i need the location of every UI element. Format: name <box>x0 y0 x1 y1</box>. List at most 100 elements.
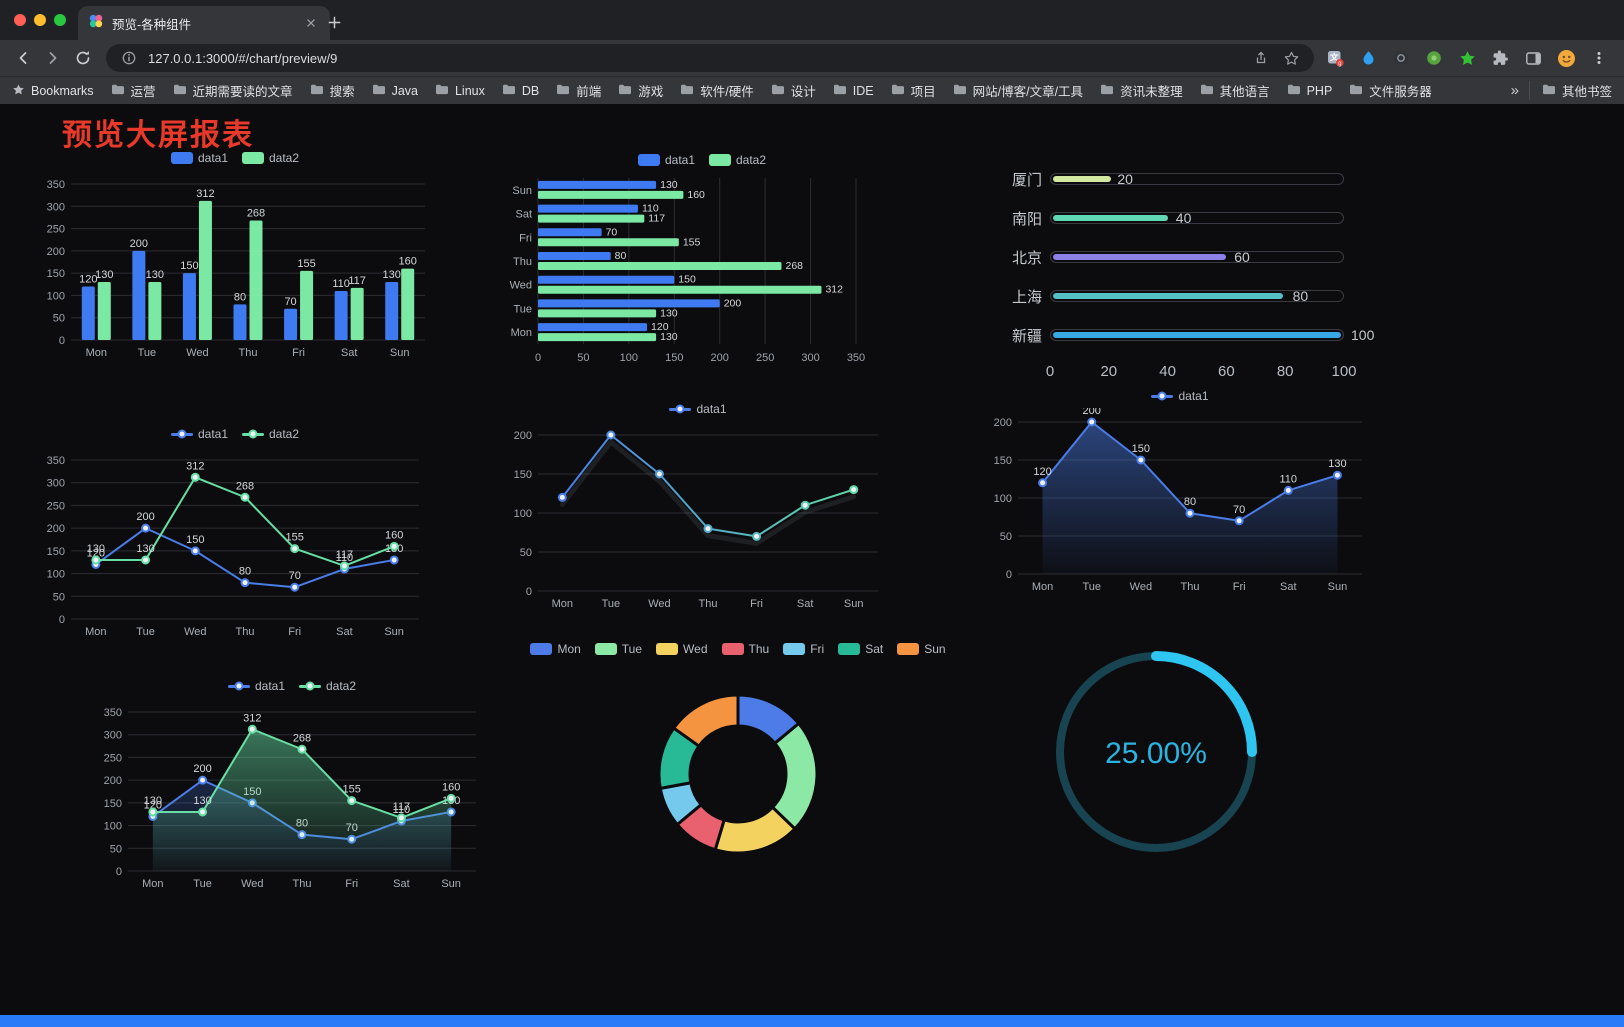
legend-item[interactable]: data1 <box>637 153 695 167</box>
svg-text:130: 130 <box>87 543 105 555</box>
forward-button[interactable] <box>38 43 68 73</box>
progress-label: 新疆 <box>1012 327 1043 345</box>
folder-icon <box>1200 83 1214 98</box>
legend-item[interactable]: data1 <box>170 151 228 165</box>
bookmark-item[interactable]: Linux <box>435 83 485 98</box>
svg-text:117: 117 <box>348 275 366 287</box>
reload-button[interactable] <box>68 43 98 73</box>
legend-item[interactable]: Sun <box>897 642 946 656</box>
svg-text:50: 50 <box>577 352 589 364</box>
bookmark-item[interactable]: DB <box>502 83 539 98</box>
bookmark-item[interactable]: 游戏 <box>618 81 663 100</box>
svg-text:150: 150 <box>186 534 204 546</box>
svg-text:130: 130 <box>660 307 678 319</box>
progress-label: 厦门 <box>1012 171 1043 189</box>
bookmark-star-icon[interactable] <box>1280 47 1302 69</box>
chart-canvas: 25.00% <box>1056 651 1257 852</box>
extension-green-circle-icon[interactable] <box>1421 45 1447 71</box>
bookmark-item[interactable]: 近期需要读的文章 <box>173 81 293 100</box>
legend-item[interactable]: data1 <box>1151 389 1209 403</box>
tab-close-icon[interactable] <box>302 14 320 32</box>
legend-item[interactable]: data2 <box>242 151 299 165</box>
legend-item[interactable]: Sat <box>838 642 883 656</box>
svg-text:200: 200 <box>104 775 122 787</box>
bookmark-item[interactable]: 运营 <box>111 81 156 100</box>
extension-drop-icon[interactable] <box>1355 45 1381 71</box>
minimize-window-button[interactable] <box>34 14 46 26</box>
svg-text:Sun: Sun <box>390 347 410 359</box>
legend-item[interactable]: Fri <box>783 642 824 656</box>
svg-text:Fri: Fri <box>288 626 301 638</box>
bookmark-item[interactable]: 设计 <box>771 81 816 100</box>
legend-item[interactable]: data1 <box>227 679 285 693</box>
folder-icon <box>618 83 632 98</box>
svg-text:Sun: Sun <box>512 185 532 197</box>
bookmark-item[interactable]: 其他语言 <box>1200 81 1270 100</box>
folder-icon <box>680 83 694 98</box>
svg-text:70: 70 <box>1233 504 1245 516</box>
back-button[interactable] <box>8 43 38 73</box>
extensions-puzzle-icon[interactable] <box>1487 45 1513 71</box>
chart-legend: data1 data2 <box>35 424 435 444</box>
bookmark-item[interactable]: 网站/博客/文章/工具 <box>953 81 1083 100</box>
bookmark-item[interactable]: Java <box>372 83 418 98</box>
progress-label: 北京 <box>1012 249 1043 267</box>
bookmark-item[interactable]: 文件服务器 <box>1349 81 1432 100</box>
svg-text:200: 200 <box>724 297 742 309</box>
svg-text:300: 300 <box>47 478 65 490</box>
bookmark-item[interactable]: 项目 <box>891 81 936 100</box>
legend-item[interactable]: Tue <box>594 642 642 656</box>
svg-text:155: 155 <box>683 236 701 248</box>
share-icon[interactable] <box>1250 47 1272 69</box>
svg-text:Mon: Mon <box>85 626 106 638</box>
bookmark-item[interactable]: 软件/硬件 <box>680 81 754 100</box>
profile-avatar[interactable] <box>1553 45 1579 71</box>
legend-item[interactable]: Mon <box>530 642 581 656</box>
bookmark-item[interactable]: 资讯未整理 <box>1100 81 1183 100</box>
address-bar[interactable]: 127.0.0.1:3000/#/chart/preview/9 <box>106 44 1314 72</box>
svg-text:268: 268 <box>247 208 265 220</box>
chart-legend: data1 data2 <box>35 148 435 168</box>
legend-item[interactable]: Wed <box>656 642 708 656</box>
extension-translate-icon[interactable]: g <box>1322 45 1348 71</box>
svg-text:155: 155 <box>297 258 315 270</box>
svg-text:Thu: Thu <box>239 347 258 359</box>
extension-dark-circle-icon[interactable] <box>1388 45 1414 71</box>
svg-text:Tue: Tue <box>193 878 212 890</box>
bookmarks-overflow-chevron[interactable]: » <box>1510 82 1519 99</box>
legend-item[interactable]: data1 <box>669 402 727 416</box>
svg-text:Mon: Mon <box>142 878 163 890</box>
site-info-icon[interactable] <box>118 47 140 69</box>
bookmark-item[interactable]: PHP <box>1287 83 1332 98</box>
browser-tab[interactable]: 预览-各种组件 <box>78 6 330 40</box>
menu-icon[interactable] <box>1586 45 1612 71</box>
legend-item[interactable]: data2 <box>709 153 766 167</box>
legend-item[interactable]: data2 <box>299 679 356 693</box>
new-tab-button[interactable] <box>320 8 348 36</box>
progress-row: 北京 60 <box>1012 246 1344 268</box>
other-bookmarks[interactable]: 其他书签 <box>1528 81 1612 100</box>
svg-text:Mon: Mon <box>1032 581 1053 593</box>
legend-item[interactable]: data2 <box>242 427 299 441</box>
svg-text:155: 155 <box>343 784 361 796</box>
svg-text:200: 200 <box>193 763 211 775</box>
legend-item[interactable]: data1 <box>170 427 228 441</box>
bookmark-item[interactable]: 前端 <box>556 81 601 100</box>
close-window-button[interactable] <box>14 14 26 26</box>
progress-row: 南阳 40 <box>1012 207 1344 229</box>
svg-text:Sun: Sun <box>1328 581 1348 593</box>
svg-text:130: 130 <box>660 331 678 343</box>
svg-text:Fri: Fri <box>292 347 305 359</box>
bookmark-item[interactable]: Bookmarks <box>12 83 94 99</box>
bookmark-item[interactable]: IDE <box>833 83 874 98</box>
fullscreen-window-button[interactable] <box>54 14 66 26</box>
bookmark-item[interactable]: 搜索 <box>310 81 355 100</box>
url-text[interactable]: 127.0.0.1:3000/#/chart/preview/9 <box>148 50 338 66</box>
legend-item[interactable]: Thu <box>721 642 769 656</box>
svg-text:150: 150 <box>665 352 683 364</box>
folder-icon <box>173 83 187 98</box>
side-panel-icon[interactable] <box>1520 45 1546 71</box>
svg-text:Sun: Sun <box>384 626 404 638</box>
extension-green-star-icon[interactable] <box>1454 45 1480 71</box>
